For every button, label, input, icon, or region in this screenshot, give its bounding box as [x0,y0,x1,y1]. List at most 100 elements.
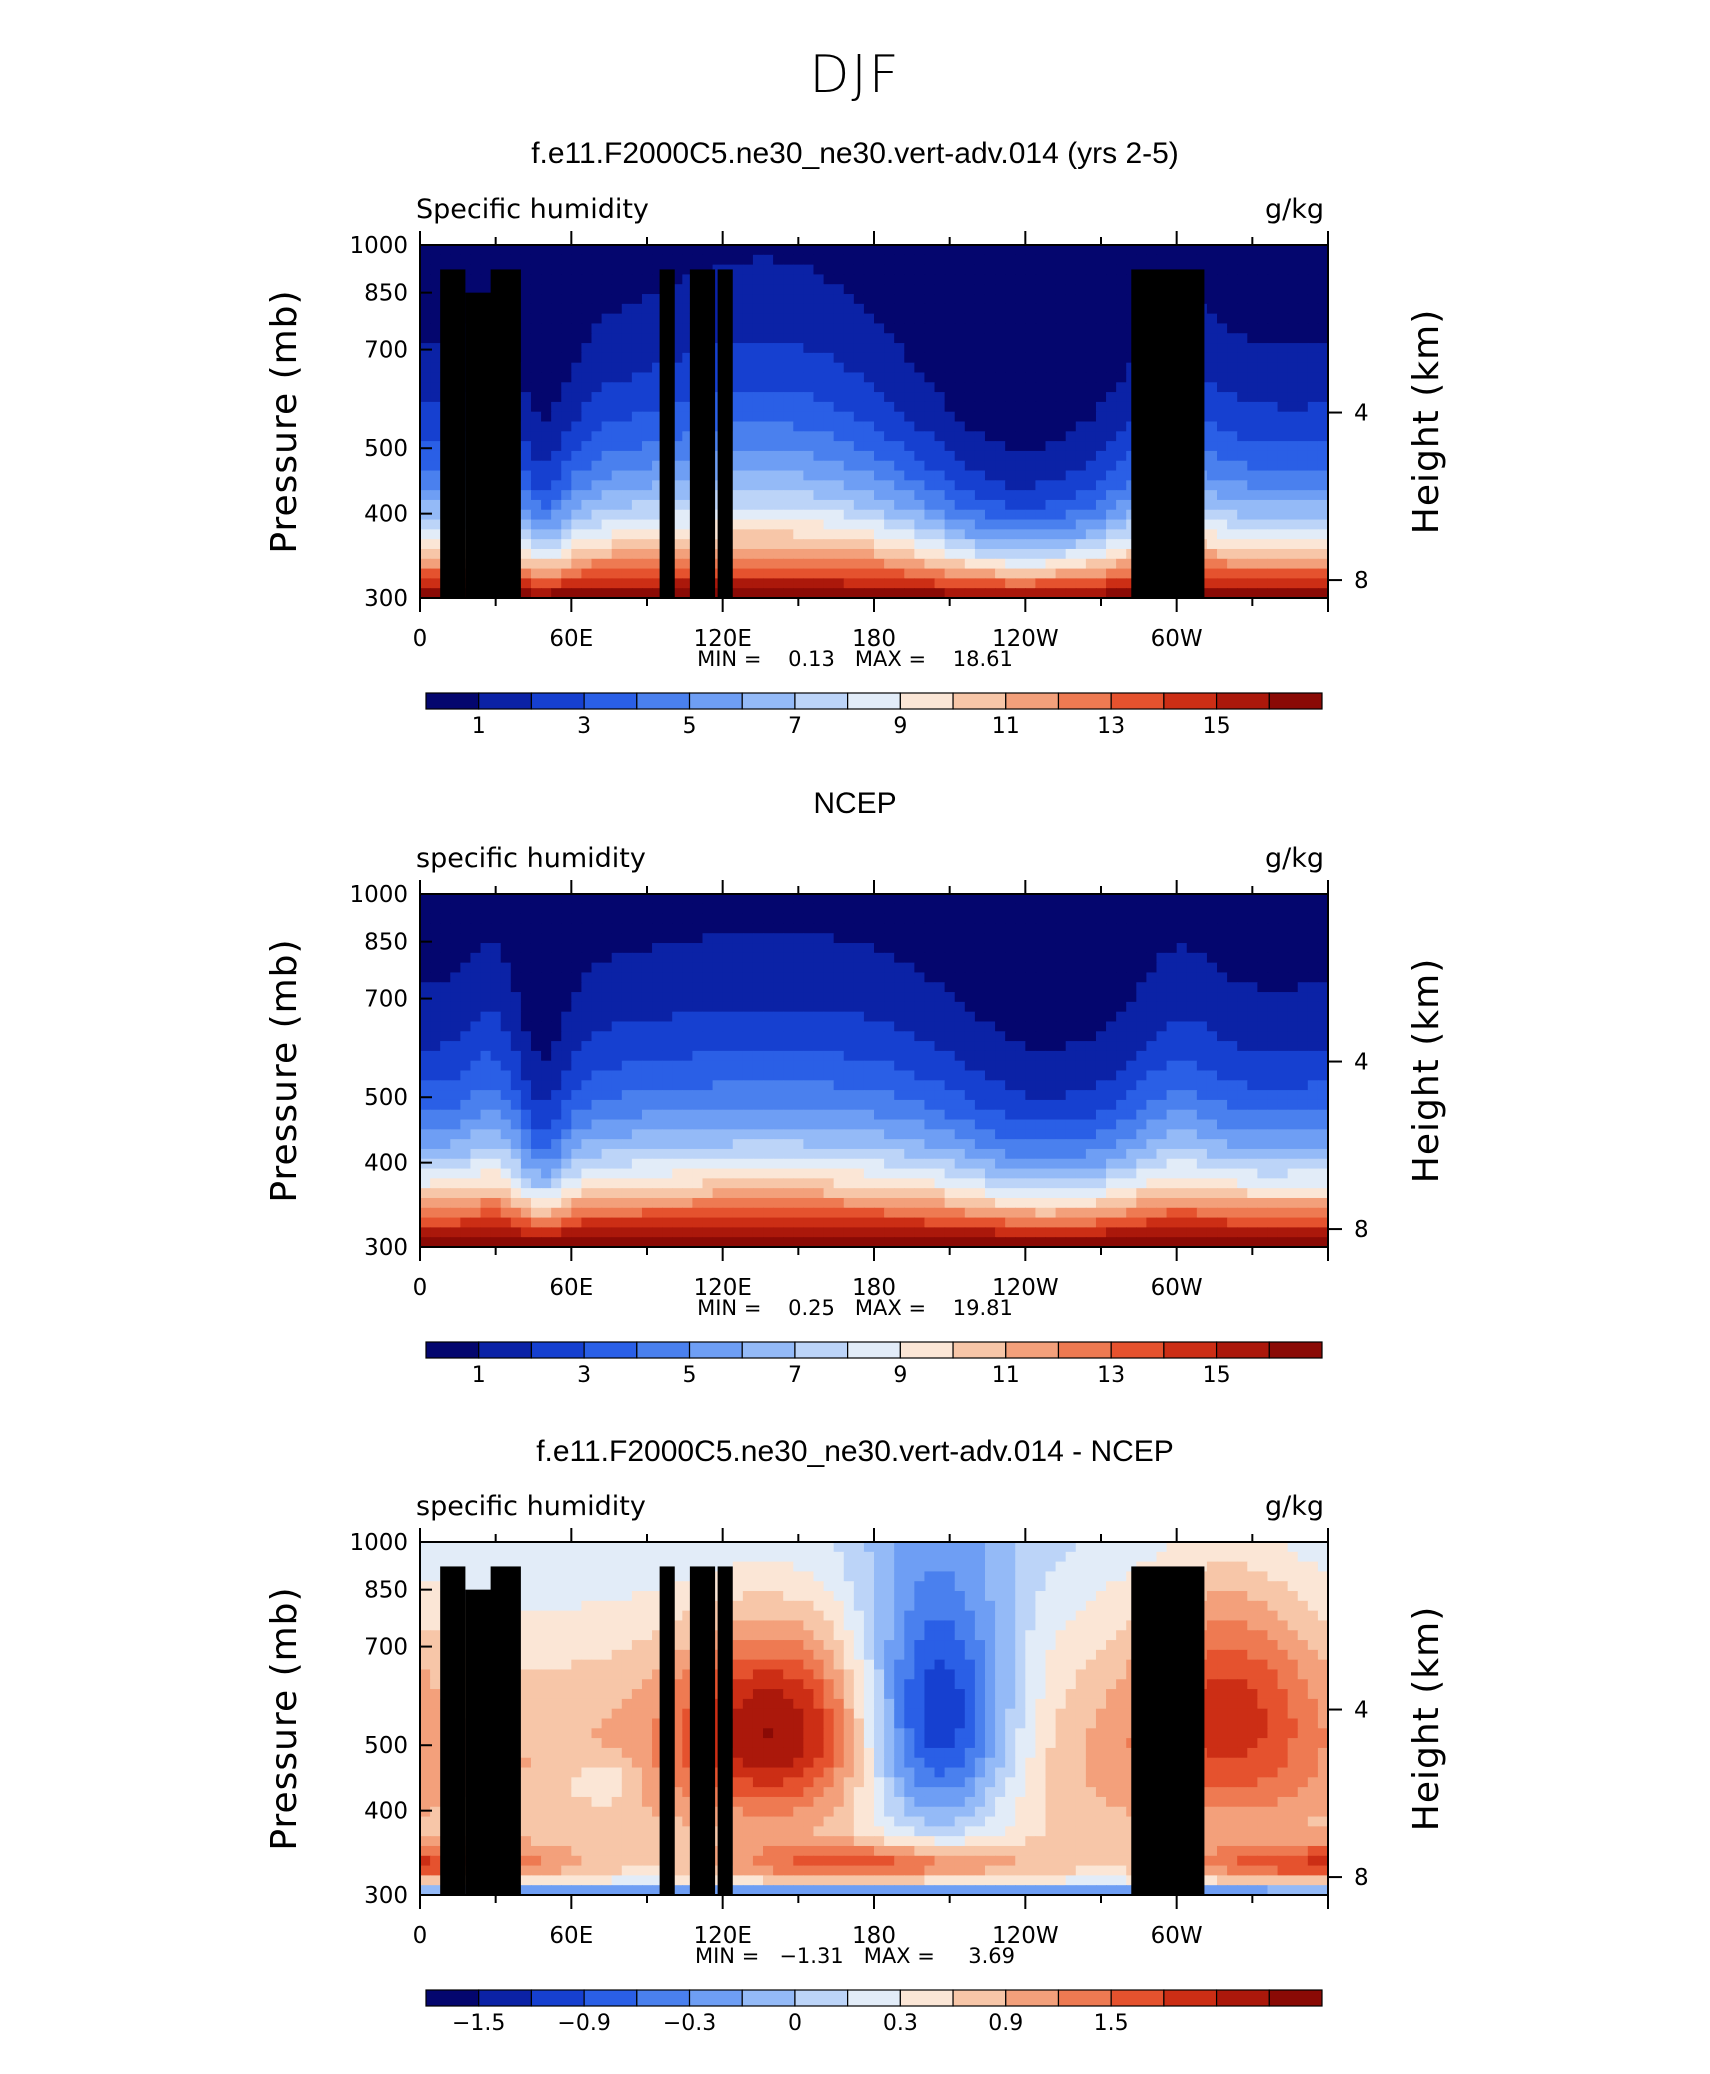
heatmap-cell [732,558,744,570]
heatmap-cell [1035,431,1047,442]
heatmap-cell [853,933,865,944]
heatmap-cell [621,480,633,491]
heatmap-cell [621,490,633,501]
heatmap-cell [1116,421,1127,432]
heatmap-cell [964,903,976,915]
heatmap-cell [974,558,986,570]
heatmap-cell [601,982,613,993]
heatmap-cell [1005,1001,1016,1013]
heatmap-cell [440,923,451,934]
heatmap-cell [1025,982,1037,993]
heatmap-cell [541,962,552,974]
heatmap-cell [611,392,623,403]
heatmap-cell [470,943,482,954]
heatmap-cell [1166,1041,1178,1052]
heatmap-cell [1247,539,1258,550]
heatmap-cell [1025,578,1037,589]
heatmap-cell [530,245,542,256]
heatmap-cell [641,1041,653,1052]
heatmap-cell [1035,1001,1047,1013]
heatmap-cell [1317,578,1329,589]
heatmap-cell [752,529,764,540]
heatmap-cell [995,913,1006,925]
heatmap-cell [823,933,835,944]
heatmap-cell [1126,913,1137,925]
heatmap-cell [1227,952,1238,964]
heatmap-cell [773,568,784,579]
heatmap-cell [702,913,714,925]
heatmap-cell [662,943,673,954]
heatmap-cell [884,1001,895,1013]
heatmap-cell [1206,1011,1218,1023]
heatmap-cell [1005,343,1016,354]
heatmap-cell [1055,323,1067,334]
heatmap-cell [591,499,603,511]
heatmap-cell [551,903,562,915]
heatmap-cell [904,450,915,462]
heatmap-cell [1237,548,1248,560]
heatmap-cell [561,362,572,374]
heatmap-cell [1035,421,1047,432]
heatmap-cell [964,274,976,285]
heatmap-cell [520,982,532,993]
heatmap-cell [1095,529,1107,540]
heatmap-cell [430,952,441,964]
heatmap-cell [611,294,623,305]
heatmap-cell [843,952,855,964]
heatmap-cell [1317,962,1329,974]
heatmap-cell [1206,274,1218,285]
heatmap-cell [1186,1001,1198,1013]
heatmap-cell [742,294,754,305]
heatmap-cell [1277,323,1289,334]
heatmap-cell [1055,1001,1067,1013]
heatmap-cell [1065,323,1077,334]
heatmap-cell [530,1060,542,1072]
heatmap-cell [843,1050,855,1062]
heatmap-cell [581,362,593,374]
heatmap-cell [652,431,663,442]
heatmap-cell [1075,982,1087,993]
heatmap-cell [1085,362,1097,374]
heatmap-cell [813,1041,825,1052]
heatmap-cell [1045,578,1057,589]
heatmap-cell [591,1011,603,1023]
heatmap-cell [783,1060,794,1072]
heatmap-cell [1136,894,1147,905]
heatmap-cell [1025,1011,1037,1023]
heatmap-cell [874,952,885,964]
heatmap-cell [1307,992,1319,1003]
heatmap-cell [591,470,603,481]
heatmap-cell [1085,1001,1097,1013]
heatmap-cell [783,933,794,944]
heatmap-cell [742,894,754,905]
heatmap-cell [823,343,835,354]
heatmap-cell [551,1041,562,1052]
heatmap-cell [1287,470,1299,481]
heatmap-cell [601,411,613,423]
heatmap-cell [702,254,714,266]
heatmap-cell [813,913,825,925]
heatmap-cell [652,1041,663,1052]
heatmap-cell [530,372,542,383]
heatmap-cell [1297,421,1309,432]
heatmap-cell [894,284,905,295]
heatmap-cell [470,952,482,964]
heatmap-cell [1227,421,1238,432]
heatmap-cell [611,1050,623,1062]
heatmap-cell [1196,903,1208,915]
heatmap-cell [652,323,663,334]
heatmap-cell [551,480,562,491]
heatmap-cell [863,1011,875,1023]
heatmap-cell [530,903,542,915]
heatmap-cell [1055,509,1067,521]
heatmap-cell [1015,1041,1026,1052]
heatmap-cell [420,352,431,364]
heatmap-cell [732,933,744,944]
heatmap-cell [742,578,754,589]
heatmap-cell [1035,923,1047,934]
colorbar-box [425,692,480,710]
heatmap-cell [1317,313,1329,325]
heatmap-cell [440,1001,451,1013]
heatmap-cell [1015,441,1026,452]
heatmap-cell [1237,943,1248,954]
